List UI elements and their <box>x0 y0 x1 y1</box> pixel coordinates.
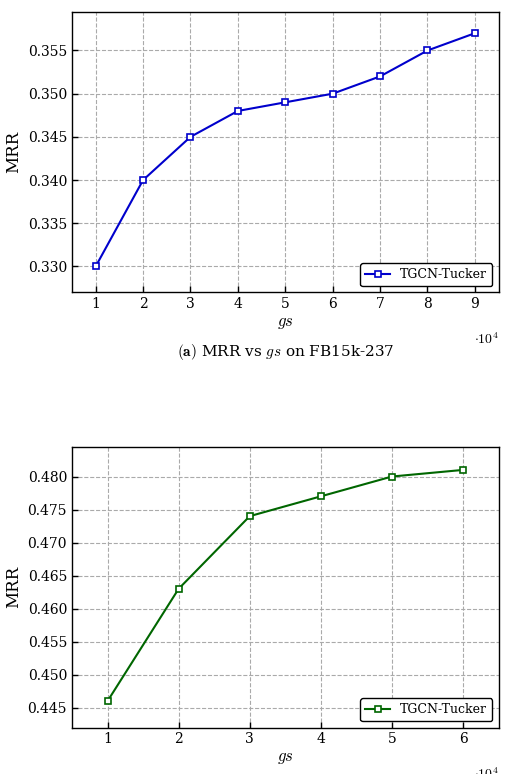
TGCN-Tucker <box>104 697 111 706</box>
TGCN-Tucker <box>188 132 194 142</box>
Y-axis label: MRR: MRR <box>5 131 22 173</box>
Text: $\cdot10^4$: $\cdot10^4$ <box>473 766 499 774</box>
TGCN-Tucker <box>140 176 146 185</box>
TGCN-Tucker <box>235 106 241 115</box>
X-axis label: $gs$: $gs$ <box>277 314 293 331</box>
TGCN-Tucker <box>472 29 478 38</box>
TGCN-Tucker <box>93 262 99 271</box>
Legend: TGCN-Tucker: TGCN-Tucker <box>360 698 492 721</box>
TGCN-Tucker <box>377 72 383 81</box>
TGCN-Tucker <box>460 465 466 474</box>
TGCN-Tucker <box>425 46 431 55</box>
TGCN-Tucker <box>389 472 395 481</box>
TGCN-Tucker <box>318 491 324 501</box>
Legend: TGCN-Tucker: TGCN-Tucker <box>360 263 492 286</box>
Line: TGCN-Tucker: TGCN-Tucker <box>92 29 479 270</box>
X-axis label: $gs$: $gs$ <box>277 749 293 766</box>
TGCN-Tucker <box>247 512 253 521</box>
TGCN-Tucker <box>176 584 182 594</box>
Y-axis label: MRR: MRR <box>5 566 22 608</box>
TGCN-Tucker <box>282 98 288 107</box>
TGCN-Tucker <box>329 89 336 98</box>
Text: $\cdot10^4$: $\cdot10^4$ <box>473 331 499 347</box>
Line: TGCN-Tucker: TGCN-Tucker <box>104 467 467 704</box>
Text: $\mathbf{(a)}$ MRR vs $gs$ on FB15k-237: $\mathbf{(a)}$ MRR vs $gs$ on FB15k-237 <box>176 341 394 361</box>
